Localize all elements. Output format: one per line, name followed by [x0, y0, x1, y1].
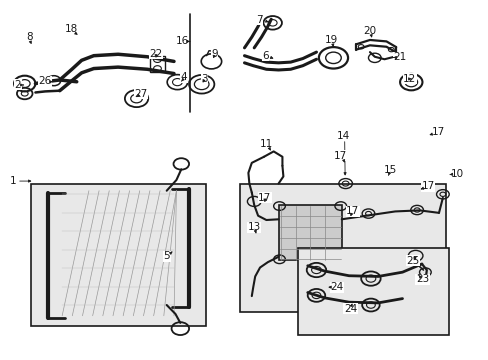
Text: 2: 2 — [15, 80, 21, 90]
Text: 18: 18 — [65, 24, 79, 34]
Text: 24: 24 — [329, 282, 343, 292]
Text: 3: 3 — [201, 73, 207, 84]
Bar — [297, 248, 448, 336]
Text: 8: 8 — [26, 32, 33, 42]
Text: 5: 5 — [163, 251, 170, 261]
Bar — [150, 56, 164, 72]
Text: 11: 11 — [260, 139, 273, 149]
Text: 4: 4 — [181, 72, 187, 82]
Text: 17: 17 — [258, 193, 271, 203]
Text: 17: 17 — [430, 127, 444, 137]
Bar — [30, 184, 205, 327]
Text: 13: 13 — [247, 222, 260, 232]
Text: 20: 20 — [362, 26, 375, 36]
Text: 25: 25 — [406, 256, 419, 266]
Text: 17: 17 — [333, 151, 346, 161]
Text: 16: 16 — [175, 36, 188, 46]
Text: 10: 10 — [450, 168, 463, 179]
Text: 7: 7 — [255, 15, 262, 25]
Text: 23: 23 — [415, 274, 428, 284]
Text: 22: 22 — [149, 49, 163, 59]
Text: 9: 9 — [211, 49, 217, 59]
Text: 15: 15 — [383, 165, 396, 175]
Text: 24: 24 — [343, 303, 356, 314]
Text: 17: 17 — [421, 181, 434, 192]
Text: 26: 26 — [39, 76, 52, 86]
Text: 21: 21 — [393, 53, 406, 63]
Text: 12: 12 — [403, 74, 416, 84]
Text: 1: 1 — [10, 176, 16, 186]
Text: 17: 17 — [346, 206, 359, 216]
Text: 6: 6 — [262, 51, 268, 61]
Text: 27: 27 — [134, 89, 147, 99]
Bar — [239, 184, 446, 312]
Bar — [278, 205, 341, 260]
Text: 19: 19 — [324, 35, 337, 45]
Text: 14: 14 — [336, 131, 349, 141]
